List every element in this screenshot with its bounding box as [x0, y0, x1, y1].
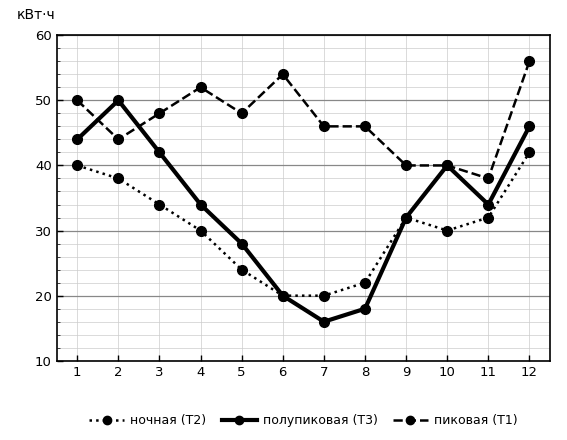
ночная (T2)	[197, 228, 204, 233]
пиковая (T1)	[115, 137, 122, 142]
ночная (T2)	[526, 150, 533, 155]
Line: полупиковая (T3): полупиковая (T3)	[73, 95, 534, 326]
пиковая (T1)	[280, 72, 286, 77]
пиковая (T1)	[320, 124, 327, 129]
пиковая (T1)	[362, 124, 369, 129]
Line: ночная (T2): ночная (T2)	[73, 147, 534, 301]
пиковая (T1)	[156, 111, 163, 116]
полупиковая (T3)	[197, 202, 204, 207]
пиковая (T1)	[403, 163, 409, 168]
пиковая (T1)	[444, 163, 451, 168]
пиковая (T1)	[74, 98, 81, 103]
ночная (T2)	[403, 215, 409, 220]
полупиковая (T3)	[74, 137, 81, 142]
полупиковая (T3)	[485, 202, 492, 207]
ночная (T2)	[362, 280, 369, 285]
ночная (T2)	[444, 228, 451, 233]
полупиковая (T3)	[526, 124, 533, 129]
Line: пиковая (T1): пиковая (T1)	[73, 56, 534, 183]
полупиковая (T3)	[115, 98, 122, 103]
ночная (T2)	[156, 202, 163, 207]
пиковая (T1)	[526, 59, 533, 64]
полупиковая (T3)	[444, 163, 451, 168]
пиковая (T1)	[238, 111, 245, 116]
пиковая (T1)	[197, 84, 204, 90]
Legend: ночная (T2), полупиковая (T3), пиковая (T1): ночная (T2), полупиковая (T3), пиковая (…	[84, 409, 523, 433]
пиковая (T1)	[485, 176, 492, 181]
ночная (T2)	[485, 215, 492, 220]
ночная (T2)	[280, 293, 286, 298]
полупиковая (T3)	[280, 293, 286, 298]
Text: кВт·ч: кВт·ч	[17, 8, 56, 22]
полупиковая (T3)	[238, 241, 245, 246]
ночная (T2)	[74, 163, 81, 168]
полупиковая (T3)	[320, 319, 327, 324]
ночная (T2)	[320, 293, 327, 298]
ночная (T2)	[115, 176, 122, 181]
полупиковая (T3)	[362, 306, 369, 312]
ночная (T2)	[238, 267, 245, 272]
полупиковая (T3)	[156, 150, 163, 155]
полупиковая (T3)	[403, 215, 409, 220]
